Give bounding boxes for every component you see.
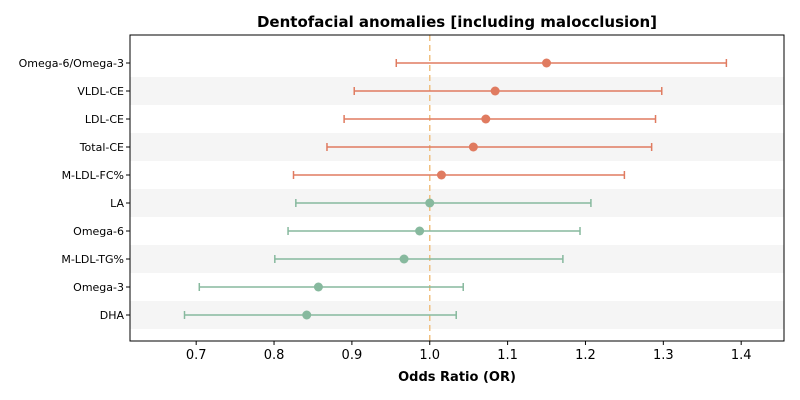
category-label: M-LDL-TG% [61,253,124,266]
x-tick-label: 1.3 [653,348,674,363]
chart-title: Dentofacial anomalies [including maloccl… [257,13,657,31]
x-tick-label: 0.9 [342,348,363,363]
or-point [313,282,323,292]
category-label: Total-CE [79,141,124,154]
or-point [490,86,500,96]
x-tick-label: 1.2 [575,348,596,363]
category-label: VLDL-CE [77,85,124,98]
or-point [425,198,435,208]
data-marks [183,58,728,320]
category-label: Omega-6 [73,225,124,238]
or-point [415,226,425,236]
or-point [542,58,552,68]
category-label: Omega-6/Omega-3 [19,57,124,70]
or-point [399,254,409,264]
or-point [436,170,446,180]
x-axis-label: Odds Ratio (OR) [398,370,516,385]
category-label: Omega-3 [73,281,124,294]
x-tick-label: 0.8 [264,348,285,363]
x-tick-label: 1.1 [497,348,518,363]
or-point [302,310,312,320]
category-label: DHA [100,309,125,322]
x-tick-label: 0.7 [186,348,207,363]
or-point [468,142,478,152]
category-label: M-LDL-FC% [62,169,124,182]
axes: Omega-6/Omega-3 VLDL-CE LDL-CE Total-CE M-LD… [19,34,785,363]
plot-frame [129,34,785,342]
x-tick-label: 1.0 [419,348,440,363]
x-tick-label: 1.4 [731,348,752,363]
category-label: LA [110,197,124,210]
or-point [481,114,491,124]
category-label: LDL-CE [85,113,124,126]
